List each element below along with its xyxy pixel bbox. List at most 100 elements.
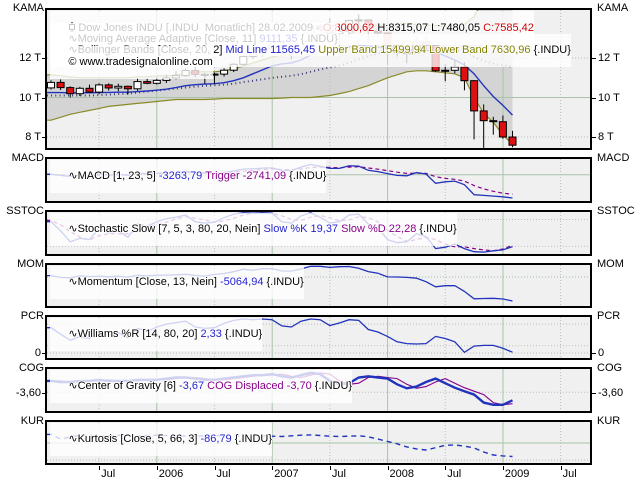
macd-suffix: {.INDU} bbox=[286, 170, 327, 182]
x-tick-label-4: Jul bbox=[331, 468, 346, 480]
x-tick-label-1: 2006 bbox=[158, 468, 184, 480]
williams-value: 2,33 bbox=[200, 328, 222, 340]
panel-label-macd-left: MACD bbox=[11, 152, 44, 164]
macd-header: ∿MACD [1, 23, 5] -3263,79 Trigger -2741,… bbox=[50, 160, 327, 193]
x-tick-mark bbox=[156, 466, 158, 470]
x-tick-label-5: 2008 bbox=[389, 468, 414, 480]
kurtosis-header: ∿Kurtosis [Close, 5, 66, 3] -86,79 {.IND… bbox=[50, 423, 273, 456]
x-tick-mark bbox=[560, 466, 562, 470]
panel-label-macd-right: MACD bbox=[597, 152, 630, 164]
copyright-label: © www.tradesignalonline.com bbox=[50, 46, 213, 79]
x-tick-label-6: Jul bbox=[447, 468, 462, 480]
panel-label-kama-right: KAMA bbox=[597, 2, 629, 14]
y-tick-label-pcr-0: 0 bbox=[34, 347, 41, 359]
panel-label-kur-right: KUR bbox=[597, 415, 621, 427]
momentum-value: -5064,94 bbox=[220, 276, 264, 288]
slow-k-value: Slow %K 19,37 bbox=[263, 223, 339, 235]
macd-trigger-value: Trigger -2741,09 bbox=[202, 170, 287, 182]
low-value: L:7480,05 bbox=[428, 22, 481, 34]
x-tick-label-8: Jul bbox=[562, 468, 577, 480]
x-tick-label-0: Jul bbox=[101, 468, 116, 480]
x-tick-mark bbox=[502, 466, 504, 470]
cog-header: ∿Center of Gravity [6] -3,67 COG Displac… bbox=[50, 370, 353, 403]
x-tick-mark bbox=[272, 466, 274, 470]
momentum-suffix: {.INDU} bbox=[263, 276, 304, 288]
y-tick-label-kama-0: 12 T bbox=[19, 52, 41, 64]
stochastic-panel[interactable]: ∿Stochastic Slow [7, 5, 3, 80, 20, Nein]… bbox=[45, 210, 592, 256]
macd-value: -3263,79 bbox=[158, 170, 203, 182]
cog-suffix: {.INDU} bbox=[311, 380, 353, 392]
panel-label-pcr-right: PCR bbox=[597, 310, 621, 322]
price-panel[interactable]: Dow Jones INDU [.INDU Monatlich] 28.02.2… bbox=[45, 8, 592, 150]
y-tick-mark bbox=[42, 58, 46, 59]
wave-icon: ∿ bbox=[68, 433, 78, 445]
cog-name: Center of Gravity [6] bbox=[77, 380, 180, 392]
williams-name: Williams %R [14, 80, 20] bbox=[77, 328, 201, 340]
panel-label-sstoc-left: SSTOC bbox=[6, 205, 44, 217]
kurtosis-value: -86,79 bbox=[200, 433, 232, 445]
cog-value: -3,67 bbox=[179, 380, 205, 392]
x-tick-label-7: 2009 bbox=[504, 468, 530, 480]
panel-label-cog-left: COG bbox=[18, 362, 44, 374]
macd-panel[interactable]: ∿MACD [1, 23, 5] -3263,79 Trigger -2741,… bbox=[45, 157, 592, 203]
y-tick-label-kama-1: 10 T bbox=[19, 91, 41, 104]
bb-upper-value: Upper Band 15499,94 bbox=[315, 44, 426, 56]
y-tick-label-cog-0: -3,60 bbox=[598, 386, 624, 399]
y-tick-mark bbox=[592, 97, 596, 99]
macd-name: MACD [1, 23, 5] bbox=[77, 170, 159, 182]
momentum-header: ∿Momentum [Close, 13, Nein] -5064,94 {.I… bbox=[50, 266, 304, 299]
y-tick-mark bbox=[592, 58, 596, 59]
panel-label-mom-right: MOM bbox=[597, 258, 624, 270]
stochastic-name: Stochastic Slow [7, 5, 3, 80, 20, Nein] bbox=[77, 223, 264, 235]
y-tick-mark bbox=[592, 392, 596, 394]
copyright-text: © www.tradesignalonline.com bbox=[68, 56, 213, 68]
wave-icon: ∿ bbox=[68, 276, 78, 288]
stochastic-suffix: {.INDU} bbox=[416, 223, 457, 235]
y-tick-label-pcr-0: 0 bbox=[598, 347, 605, 359]
y-tick-mark bbox=[42, 392, 46, 394]
close-value: C:7585,42 bbox=[480, 22, 534, 34]
bb-suffix: {.INDU} bbox=[530, 44, 571, 56]
cog-panel[interactable]: ∿Center of Gravity [6] -3,67 COG Displac… bbox=[45, 367, 592, 413]
open-value: O:8000,62 bbox=[322, 22, 375, 34]
y-tick-mark bbox=[42, 353, 46, 354]
panel-label-sstoc-right: SSTOC bbox=[597, 205, 635, 217]
x-tick-label-3: 2007 bbox=[274, 468, 299, 480]
y-tick-label-kama-2: 8 T bbox=[25, 131, 41, 143]
y-tick-label-kama-0: 12 T bbox=[598, 52, 620, 64]
y-tick-mark bbox=[592, 137, 596, 138]
panel-label-cog-right: COG bbox=[597, 362, 623, 374]
momentum-name: Momentum [Close, 13, Nein] bbox=[77, 276, 221, 288]
y-tick-mark bbox=[592, 353, 596, 354]
x-tick-mark bbox=[99, 466, 101, 470]
kurtosis-suffix: {.INDU} bbox=[231, 433, 273, 445]
y-tick-label-kama-1: 10 T bbox=[598, 91, 620, 104]
williams-suffix: {.INDU} bbox=[221, 328, 263, 340]
kurtosis-panel[interactable]: ∿Kurtosis [Close, 5, 66, 3] -86,79 {.IND… bbox=[45, 420, 592, 465]
williams-panel[interactable]: ∿Williams %R [14, 80, 20] 2,33 {.INDU} bbox=[45, 315, 592, 360]
panel-label-mom-left: MOM bbox=[17, 258, 44, 270]
x-tick-mark bbox=[387, 466, 389, 470]
high-value: H:8315,07 bbox=[374, 22, 429, 34]
y-tick-mark bbox=[42, 97, 46, 99]
wave-icon: ∿ bbox=[68, 328, 78, 340]
x-tick-mark bbox=[329, 466, 331, 470]
panel-label-kama-left: KAMA bbox=[12, 2, 44, 14]
y-tick-label-cog-0: -3,60 bbox=[15, 386, 41, 399]
slow-d-value: Slow %D 22,28 bbox=[338, 223, 417, 235]
wave-icon: ∿ bbox=[68, 170, 78, 182]
stochastic-header: ∿Stochastic Slow [7, 5, 3, 80, 20, Nein]… bbox=[50, 213, 457, 246]
bb-lower-value: Lower Band 7630,96 bbox=[425, 44, 531, 56]
momentum-panel[interactable]: ∿Momentum [Close, 13, Nein] -5064,94 {.I… bbox=[45, 263, 592, 308]
x-tick-mark bbox=[445, 466, 447, 470]
kurtosis-name: Kurtosis [Close, 5, 66, 3] bbox=[77, 433, 201, 445]
panel-label-kur-left: KUR bbox=[20, 415, 44, 427]
cog-displaced-value: COG Displaced -3,70 bbox=[204, 380, 312, 392]
x-tick-mark bbox=[214, 466, 216, 470]
panel-label-pcr-left: PCR bbox=[20, 310, 44, 322]
y-tick-label-kama-2: 8 T bbox=[598, 131, 614, 143]
wave-icon: ∿ bbox=[68, 223, 78, 235]
x-tick-label-2: Jul bbox=[216, 468, 231, 480]
y-tick-mark bbox=[42, 137, 46, 138]
